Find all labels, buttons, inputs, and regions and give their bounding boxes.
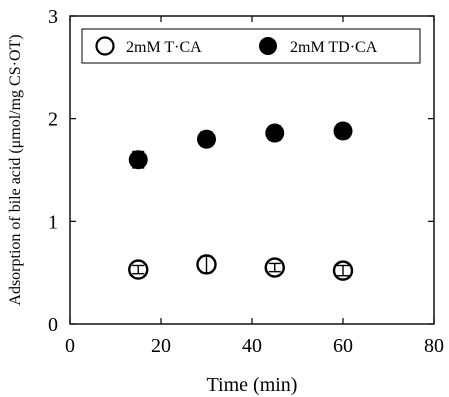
y-axis-title: Adsorption of bile acid (μmol/mg CS·OT) <box>7 34 24 305</box>
data-point-filled <box>197 129 216 149</box>
data-point-filled <box>333 121 353 141</box>
y-axis: 0 1 2 3 <box>48 6 434 336</box>
x-axis-title: Time (min) <box>207 374 298 396</box>
legend: 2mM T·CA 2mM TD·CA <box>81 28 421 64</box>
error-bar <box>337 264 349 277</box>
legend-marker-filled-circle <box>259 37 277 55</box>
x-tick-label: 0 <box>65 335 75 357</box>
x-tick-label: 80 <box>424 335 444 357</box>
x-axis: 0 20 40 60 80 <box>65 16 444 357</box>
y-tick-label: 2 <box>48 109 58 131</box>
y-tick-label: 0 <box>48 314 58 336</box>
series-layer <box>128 121 354 281</box>
data-point-open <box>332 260 354 281</box>
data-point-filled <box>128 150 148 170</box>
legend-label-series-1: 2mM T·CA <box>126 39 202 56</box>
series-1 <box>128 254 354 281</box>
data-point-open <box>264 257 285 278</box>
data-point-filled <box>265 123 285 143</box>
x-tick-label: 60 <box>333 335 353 357</box>
error-bar <box>200 255 213 274</box>
x-tick-label: 40 <box>242 335 262 357</box>
series-2 <box>128 121 353 170</box>
error-bar <box>132 264 145 275</box>
data-point-open <box>196 254 217 275</box>
legend-box <box>81 28 421 64</box>
error-bar <box>268 262 281 273</box>
legend-label-series-2: 2mM TD·CA <box>290 39 378 56</box>
data-point-open <box>128 259 149 280</box>
legend-marker-open-circle <box>95 36 115 56</box>
y-tick-label: 3 <box>48 6 58 28</box>
x-tick-label: 20 <box>151 335 171 357</box>
y-tick-label: 1 <box>48 211 58 233</box>
